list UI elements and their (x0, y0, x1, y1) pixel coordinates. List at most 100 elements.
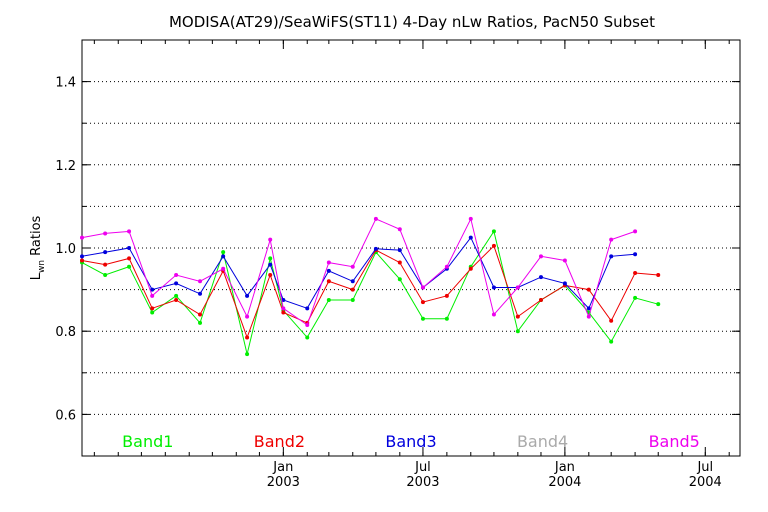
data-point-band5 (444, 264, 449, 269)
data-point-band1 (633, 295, 638, 300)
data-point-band5 (221, 266, 226, 271)
x-tick-label-year: 2003 (406, 475, 439, 490)
data-point-band5 (633, 229, 638, 234)
data-point-band3 (562, 281, 567, 286)
data-point-band5 (397, 227, 402, 232)
data-point-band5 (103, 231, 108, 236)
data-point-band5 (198, 279, 203, 284)
data-point-band1 (150, 310, 155, 315)
data-point-band2 (633, 270, 638, 275)
data-point-band1 (127, 264, 132, 269)
data-point-band3 (268, 262, 273, 267)
data-point-band2 (326, 279, 331, 284)
data-point-band1 (350, 298, 355, 302)
data-point-band3 (491, 285, 496, 290)
data-point-band1 (221, 250, 226, 255)
series-line-band1 (81, 230, 659, 355)
data-point-band3 (245, 293, 250, 298)
data-point-band5 (609, 237, 614, 242)
y-axis-label: Lwn Ratios (29, 215, 47, 280)
grid-lines (82, 81, 740, 415)
data-point-band5 (350, 264, 355, 269)
series-line-band5 (81, 217, 636, 326)
data-point-band5 (268, 237, 273, 242)
data-point-band1 (420, 316, 425, 321)
data-point-band1 (656, 302, 661, 307)
x-tick-label-year: 2004 (548, 475, 581, 490)
x-tick-label-month: Jul (696, 460, 713, 475)
data-point-band2 (444, 293, 449, 298)
data-point-band5 (281, 306, 286, 311)
x-tick-label-month: Jul (414, 460, 431, 475)
data-point-band2 (268, 273, 273, 278)
data-point-band2 (420, 300, 425, 305)
data-point-band3 (103, 250, 108, 255)
x-tick-label-month: Jan (272, 460, 293, 475)
data-point-band1 (268, 256, 273, 261)
data-point-band2 (468, 266, 473, 271)
data-point-band1 (397, 277, 402, 282)
data-point-band2 (127, 256, 132, 261)
data-point-band3 (305, 306, 310, 311)
x-tick-label-year: 2003 (267, 475, 300, 490)
y-tick-label: 0.8 (55, 325, 76, 340)
data-point-band5 (150, 293, 155, 298)
data-point-band5 (326, 260, 331, 265)
data-point-band3 (150, 287, 155, 292)
data-point-band1 (245, 352, 250, 357)
data-point-band3 (468, 235, 473, 240)
data-point-band3 (633, 252, 638, 257)
data-point-band5 (245, 314, 250, 319)
legend: Band1 Band2 Band3 Band4 Band5 (122, 432, 700, 451)
data-point-band1 (515, 329, 520, 334)
data-point-band1 (609, 339, 614, 344)
data-point-band5 (468, 216, 473, 221)
legend-band1: Band1 (122, 432, 173, 451)
data-point-band5 (538, 254, 543, 259)
data-point-band2 (174, 298, 179, 302)
data-point-band5 (562, 258, 567, 263)
data-point-band2 (397, 260, 402, 265)
legend-band5: Band5 (649, 432, 700, 451)
y-tick-label: 1.2 (55, 159, 76, 174)
data-point-band1 (444, 316, 449, 321)
data-point-band3 (373, 246, 378, 251)
data-point-band1 (103, 273, 108, 278)
data-point-band3 (538, 275, 543, 280)
data-point-band1 (491, 229, 496, 234)
data-point-band5 (586, 314, 591, 319)
data-point-band5 (305, 322, 310, 327)
data-point-band2 (656, 273, 661, 278)
data-point-band5 (420, 285, 425, 290)
data-point-band5 (515, 285, 520, 290)
data-point-band3 (198, 291, 203, 296)
data-point-band3 (80, 254, 84, 259)
data-point-band2 (538, 298, 543, 302)
x-tick-label-month: Jan (554, 460, 575, 475)
series-group (80, 216, 661, 357)
data-point-band1 (305, 335, 310, 340)
data-point-band5 (491, 312, 496, 317)
data-point-band3 (609, 254, 614, 259)
data-point-band3 (350, 279, 355, 284)
data-point-band5 (127, 229, 132, 234)
data-point-band2 (281, 310, 286, 315)
data-point-band1 (326, 298, 331, 302)
legend-band4: Band4 (517, 432, 568, 451)
data-point-band1 (174, 293, 179, 298)
y-axis: 0.6 0.8 1.0 1.2 1.4 (55, 76, 740, 423)
data-point-band2 (103, 262, 108, 267)
series-line-band2 (81, 244, 659, 339)
data-point-band3 (221, 254, 226, 259)
chart-title: MODISA(AT29)/SeaWiFS(ST11) 4-Day nLw Rat… (169, 13, 655, 31)
data-point-band3 (326, 268, 331, 273)
legend-band3: Band3 (385, 432, 436, 451)
data-point-band3 (174, 281, 179, 286)
data-point-band1 (198, 320, 203, 325)
data-point-band2 (350, 287, 355, 292)
data-point-band2 (491, 243, 496, 248)
data-point-band2 (609, 318, 614, 323)
data-point-band2 (515, 314, 520, 319)
y-tick-label: 1.4 (55, 76, 76, 91)
